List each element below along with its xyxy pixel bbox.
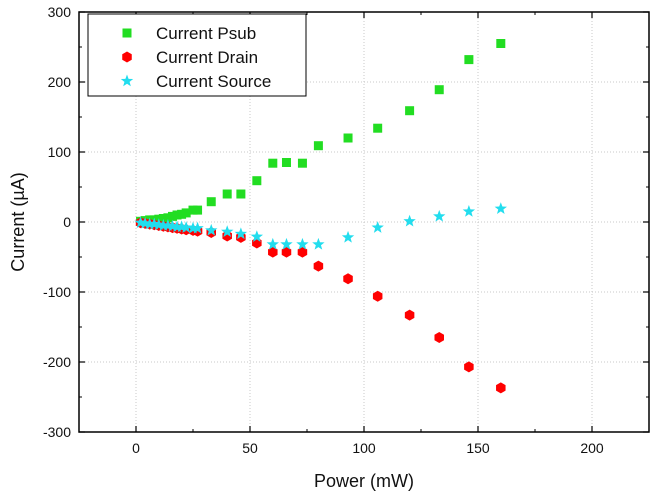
grid bbox=[79, 12, 649, 432]
data-point-psub bbox=[496, 39, 506, 48]
data-point-psub bbox=[297, 158, 307, 168]
y-axis-title: Current (µA) bbox=[8, 172, 28, 271]
data-point-source bbox=[462, 205, 476, 217]
y-tick-label: 300 bbox=[48, 4, 72, 20]
data-point-source bbox=[403, 214, 416, 227]
legend-label-drain: Current Drain bbox=[156, 48, 258, 67]
data-point-source bbox=[250, 230, 264, 242]
legend-markers bbox=[120, 28, 134, 87]
data-point-drain bbox=[281, 246, 292, 258]
data-point-drain bbox=[313, 260, 324, 272]
series-source bbox=[134, 202, 507, 250]
data-point-source bbox=[433, 209, 446, 222]
data-point-drain bbox=[404, 309, 415, 321]
data-point-psub bbox=[167, 211, 177, 221]
data-point-source bbox=[341, 230, 355, 243]
data-point-psub bbox=[158, 214, 168, 223]
data-point-psub bbox=[188, 205, 198, 215]
legend-marker-source bbox=[120, 74, 134, 87]
legend-label-psub: Current Psub bbox=[156, 24, 256, 43]
data-point-drain bbox=[297, 246, 308, 258]
data-point-psub bbox=[172, 210, 182, 220]
data-point-psub bbox=[268, 158, 278, 168]
legend-marker-psub bbox=[122, 28, 132, 38]
data-point-drain bbox=[343, 273, 353, 285]
data-point-psub bbox=[373, 123, 383, 133]
legend-label-source: Current Source bbox=[156, 72, 271, 91]
data-point-source bbox=[143, 217, 156, 230]
x-tick-label: 0 bbox=[132, 440, 140, 456]
x-tick-label: 100 bbox=[352, 440, 376, 456]
data-point-psub bbox=[206, 197, 216, 207]
data-point-drain bbox=[268, 246, 278, 258]
data-point-psub bbox=[252, 176, 262, 186]
x-tick-label: 150 bbox=[466, 440, 490, 456]
x-axis-title: Power (mW) bbox=[314, 471, 414, 491]
data-point-source bbox=[296, 237, 309, 250]
data-point-psub bbox=[434, 85, 444, 95]
data-point-psub bbox=[405, 106, 415, 116]
data-point-psub bbox=[464, 55, 474, 65]
data-point-psub bbox=[177, 209, 187, 219]
axis-ticks: -300 -200 -100 0 100 200 300 0 50 100 150 200 bbox=[43, 4, 649, 456]
data-point-psub bbox=[313, 141, 323, 151]
y-tick-label: -300 bbox=[43, 424, 71, 440]
y-tick-label: -200 bbox=[43, 354, 71, 370]
data-point-source bbox=[266, 237, 279, 250]
data-point-psub bbox=[236, 189, 246, 199]
data-point-drain bbox=[496, 382, 506, 394]
data-point-psub bbox=[343, 133, 353, 143]
legend: Current Psub Current Drain Current Sourc… bbox=[87, 13, 307, 97]
data-point-drain bbox=[464, 361, 474, 373]
data-point-source bbox=[157, 219, 170, 231]
y-tick-label: -100 bbox=[43, 284, 71, 300]
y-tick-label: 200 bbox=[48, 74, 72, 90]
data-point-source bbox=[191, 221, 204, 234]
data-point-source bbox=[221, 225, 234, 238]
data-point-source bbox=[179, 221, 193, 233]
data-point-drain bbox=[372, 290, 383, 302]
data-point-source bbox=[280, 237, 293, 250]
data-point-source bbox=[170, 220, 184, 233]
x-tick-label: 50 bbox=[242, 440, 258, 456]
data-series bbox=[134, 39, 507, 394]
data-point-psub bbox=[281, 158, 291, 167]
y-tick-label: 100 bbox=[48, 144, 72, 160]
data-point-source bbox=[312, 237, 325, 250]
data-point-source bbox=[494, 202, 507, 214]
data-point-drain bbox=[434, 332, 444, 343]
x-tick-label: 200 bbox=[580, 440, 604, 456]
data-point-psub bbox=[222, 189, 232, 199]
data-point-source bbox=[205, 223, 218, 236]
data-point-psub bbox=[181, 208, 191, 218]
data-point-psub bbox=[193, 205, 203, 215]
y-tick-label: 0 bbox=[63, 214, 71, 230]
data-point-source bbox=[371, 221, 384, 233]
legend-marker-drain bbox=[122, 51, 132, 63]
data-point-source bbox=[186, 221, 200, 234]
data-point-source bbox=[234, 227, 248, 240]
data-point-psub bbox=[163, 213, 173, 223]
